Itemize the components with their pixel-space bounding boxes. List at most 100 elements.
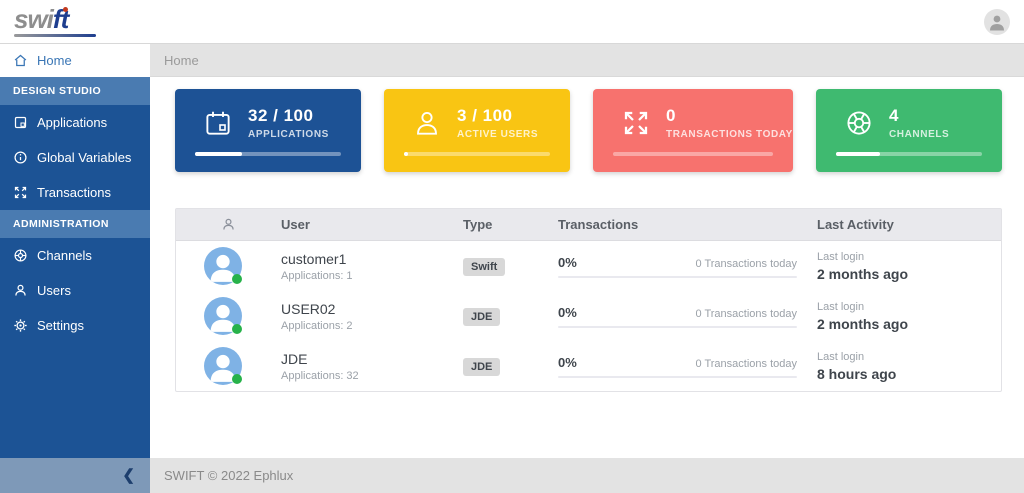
- online-status-dot: [232, 374, 242, 384]
- transactions-today-label: 0 Transactions today: [695, 357, 797, 370]
- card-value: 4: [888, 105, 899, 125]
- sidebar-item-global-variables[interactable]: Global Variables: [0, 140, 150, 175]
- avatar: [204, 247, 242, 285]
- card-progress-fill: [835, 151, 880, 156]
- sidebar-item-label: Settings: [37, 318, 84, 333]
- sidebar-item-label: Channels: [37, 248, 92, 263]
- type-badge: JDE: [463, 307, 501, 326]
- card-label: CHANNELS: [888, 128, 950, 140]
- user-applications-count: Applications: 2: [281, 319, 353, 332]
- stat-card-transactions-today[interactable]: 0 TRANSACTIONS TODAY: [593, 89, 793, 172]
- logo-i-dot: [63, 7, 69, 12]
- last-login-value: 8 hours ago: [817, 365, 897, 382]
- avatar: [204, 297, 242, 335]
- card-label: ACTIVE USERS: [457, 128, 539, 140]
- type-badge: JDE: [463, 357, 501, 376]
- card-progress-track: [404, 151, 551, 156]
- sidebar: Home DESIGN STUDIO Applications Global V…: [0, 44, 150, 493]
- table-header-row: User Type Transactions Last Activity: [176, 209, 1001, 241]
- card-label: TRANSACTIONS TODAY: [666, 128, 793, 140]
- stat-card-channels[interactable]: 4 CHANNELS: [815, 89, 1002, 172]
- card-value: 0: [666, 105, 676, 125]
- gear-icon: [13, 318, 28, 333]
- copyright-text: SWIFT © 2022 Ephlux: [164, 468, 294, 483]
- calendar-icon: [203, 108, 233, 138]
- sidebar-section-design-studio: DESIGN STUDIO: [0, 77, 150, 105]
- transactions-percent: 0%: [558, 354, 577, 370]
- last-login-label: Last login: [817, 350, 865, 363]
- expand-arrows-icon: [621, 108, 651, 138]
- column-header-transactions: Transactions: [558, 217, 639, 232]
- user-name: customer1: [281, 250, 347, 267]
- info-icon: [13, 150, 28, 165]
- card-progress-fill: [195, 151, 242, 156]
- sidebar-item-settings[interactable]: Settings: [0, 308, 150, 343]
- last-login-label: Last login: [817, 250, 865, 263]
- user-column-icon: [176, 217, 281, 232]
- logo-underline: [14, 34, 96, 37]
- transactions-progress-track: [558, 275, 797, 278]
- transactions-progress-track: [558, 325, 797, 328]
- content-area: 32 / 100 APPLICATIONS 3 / 100: [150, 77, 1024, 458]
- table-row[interactable]: USER02 Applications: 2 JDE 0% 0 Transact…: [176, 291, 1001, 341]
- profile-avatar-button[interactable]: [984, 8, 1010, 35]
- sidebar-item-channels[interactable]: Channels: [0, 238, 150, 273]
- table-row[interactable]: JDE Applications: 32 JDE 0% 0 Transactio…: [176, 341, 1001, 391]
- column-header-type: Type: [463, 217, 493, 232]
- user-applications-count: Applications: 32: [281, 369, 359, 382]
- stat-card-applications[interactable]: 32 / 100 APPLICATIONS: [175, 89, 362, 172]
- breadcrumb-label: Home: [164, 52, 199, 68]
- user-name: JDE: [281, 350, 308, 367]
- sidebar-collapse-button[interactable]: [0, 458, 150, 493]
- user-avatar-icon: [984, 9, 1010, 35]
- last-login-value: 2 months ago: [817, 315, 909, 332]
- sidebar-item-label: Users: [37, 283, 71, 298]
- column-header-user: User: [281, 217, 310, 232]
- card-progress-fill: [404, 151, 409, 156]
- sidebar-item-users[interactable]: Users: [0, 273, 150, 308]
- home-icon: [13, 53, 28, 68]
- users-table: User Type Transactions Last Activity cus…: [175, 208, 1002, 392]
- sidebar-item-transactions[interactable]: Transactions: [0, 175, 150, 210]
- type-badge: Swift: [463, 257, 506, 276]
- logo-text-blue: ft: [52, 4, 69, 34]
- applications-icon: [13, 115, 28, 130]
- user-icon: [412, 108, 442, 138]
- online-status-dot: [232, 324, 242, 334]
- sidebar-item-label: Transactions: [37, 185, 111, 200]
- transactions-today-label: 0 Transactions today: [695, 307, 797, 320]
- user-name: USER02: [281, 300, 336, 317]
- section-label: ADMINISTRATION: [13, 218, 109, 230]
- sidebar-section-administration: ADMINISTRATION: [0, 210, 150, 238]
- stat-cards-row: 32 / 100 APPLICATIONS 3 / 100: [175, 89, 1002, 172]
- card-progress-track: [613, 151, 773, 156]
- brand-logo[interactable]: swi ft: [14, 6, 96, 37]
- sidebar-item-home[interactable]: Home: [0, 44, 150, 77]
- card-value: 3 / 100: [457, 105, 513, 125]
- sidebar-item-label: Home: [37, 53, 72, 68]
- transactions-today-label: 0 Transactions today: [695, 257, 797, 270]
- online-status-dot: [232, 274, 242, 284]
- card-progress-track: [195, 151, 342, 156]
- transactions-percent: 0%: [558, 304, 577, 320]
- breadcrumb: Home: [150, 44, 1024, 77]
- avatar: [204, 347, 242, 385]
- user-icon: [13, 283, 28, 298]
- table-row[interactable]: customer1 Applications: 1 Swift 0% 0 Tra…: [176, 241, 1001, 291]
- stat-card-active-users[interactable]: 3 / 100 ACTIVE USERS: [384, 89, 571, 172]
- last-login-value: 2 months ago: [817, 265, 909, 282]
- main-area: Home 32 / 100 APPLICATIONS: [150, 44, 1024, 493]
- last-login-label: Last login: [817, 300, 865, 313]
- card-progress-track: [835, 151, 982, 156]
- sidebar-item-label: Global Variables: [37, 150, 132, 165]
- top-header: swi ft: [0, 0, 1024, 44]
- sidebar-item-label: Applications: [37, 115, 108, 130]
- logo-text-gray: swi: [14, 4, 54, 34]
- sidebar-item-applications[interactable]: Applications: [0, 105, 150, 140]
- wheel-icon: [844, 108, 874, 138]
- section-label: DESIGN STUDIO: [13, 85, 102, 97]
- wheel-icon: [13, 248, 28, 263]
- footer: SWIFT © 2022 Ephlux: [150, 458, 1024, 493]
- expand-arrows-icon: [13, 185, 28, 200]
